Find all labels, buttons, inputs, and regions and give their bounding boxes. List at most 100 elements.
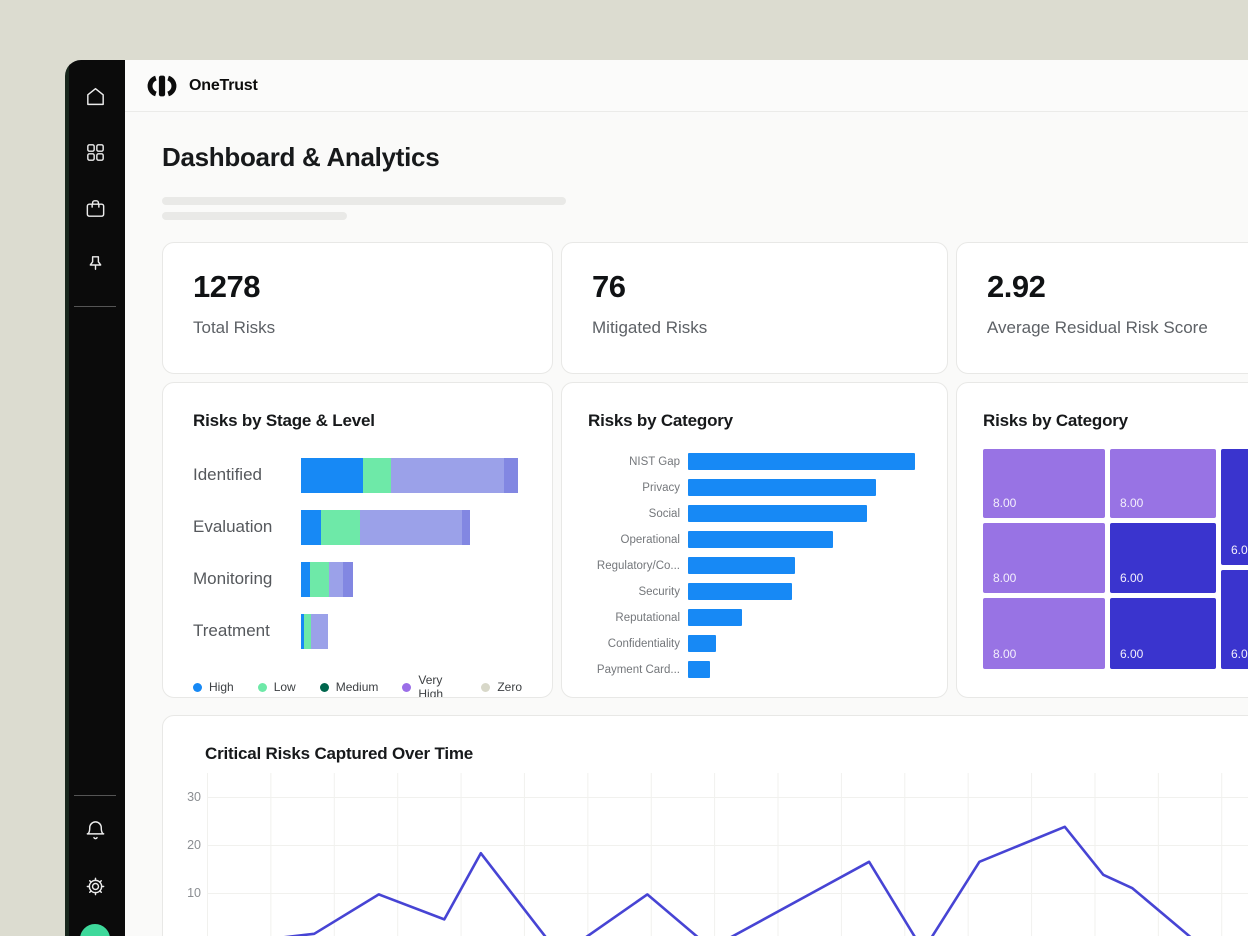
category-label: NIST Gap	[629, 455, 680, 468]
legend-dot	[193, 682, 202, 692]
category-bar-track	[688, 583, 915, 600]
main-area: OneTrust Dashboard & Analytics 1278 Tota…	[125, 60, 1248, 936]
stacked-bar-chart: Identified Evaluation Monitoring Treatment	[193, 449, 522, 657]
category-bar-row: Payment Card...	[588, 661, 921, 678]
stats-row: 1278 Total Risks 76 Mitigated Risks 2.92…	[162, 242, 1248, 374]
treemap-tile[interactable]: 6.00	[1221, 449, 1248, 565]
category-bar-track	[688, 609, 915, 626]
home-icon[interactable]	[75, 76, 115, 116]
chart-legend: High Low Medium Very High Zero	[193, 673, 522, 697]
category-bar[interactable]	[688, 505, 868, 522]
bar-segment-medium[interactable]	[391, 457, 504, 493]
legend-label: Low	[273, 680, 296, 694]
onetrust-logo-icon	[147, 75, 177, 96]
apps-grid-icon[interactable]	[75, 132, 115, 172]
stacked-bar-row: Evaluation	[193, 501, 522, 553]
treemap-tile-value: 8.00	[993, 647, 1017, 661]
category-bar[interactable]	[688, 453, 915, 470]
bar-segment-low[interactable]	[309, 561, 330, 597]
top-header: OneTrust	[125, 60, 1248, 112]
category-bar[interactable]	[688, 531, 834, 548]
bar-segment-low[interactable]	[304, 613, 311, 649]
treemap-tile[interactable]: 6.00	[1110, 598, 1216, 669]
settings-gear-icon[interactable]	[75, 866, 115, 906]
stacked-bar	[301, 561, 518, 597]
bar-segment-very-high[interactable]	[461, 509, 471, 545]
notifications-bell-icon[interactable]	[75, 810, 115, 850]
category-label: Social	[648, 507, 680, 520]
category-bar[interactable]	[688, 557, 795, 574]
category-bar-track	[688, 661, 915, 678]
charts-row: Risks by Stage & Level Identified Evaluat…	[162, 382, 1248, 698]
category-bar[interactable]	[688, 479, 877, 496]
category-bar-track	[688, 531, 915, 548]
legend-item: High	[193, 673, 234, 697]
bar-segment-high[interactable]	[301, 457, 363, 493]
category-label: Operational	[620, 533, 680, 546]
treemap-tile[interactable]: 8.00	[983, 449, 1105, 518]
legend-item: Low	[257, 673, 296, 697]
category-bar[interactable]	[688, 661, 710, 678]
chart-title: Risks by Category	[983, 411, 1128, 430]
brand[interactable]: OneTrust	[145, 75, 258, 97]
legend-label: Medium	[335, 680, 379, 694]
legend-dot	[319, 682, 329, 692]
category-bar-row: Social	[588, 505, 921, 522]
bar-segment-medium[interactable]	[310, 613, 329, 649]
line-series[interactable]	[252, 825, 1198, 936]
stage-label: Monitoring	[193, 569, 273, 588]
stage-label: Evaluation	[193, 517, 273, 536]
bar-segment-medium[interactable]	[329, 561, 344, 597]
category-bar-row: Reputational	[588, 609, 921, 626]
stacked-bar-row: Monitoring	[193, 553, 522, 605]
stat-card-total-risks: 1278 Total Risks	[162, 242, 553, 374]
legend-item: Very High	[402, 673, 457, 697]
user-avatar[interactable]	[78, 922, 112, 936]
brand-name: OneTrust	[189, 76, 258, 94]
chart-title: Critical Risks Captured Over Time	[205, 744, 474, 763]
treemap-tile[interactable]: 6.00	[1221, 570, 1248, 669]
briefcase-icon[interactable]	[75, 188, 115, 228]
stacked-bar	[301, 457, 518, 493]
skeleton-bar	[162, 212, 347, 220]
treemap-tile[interactable]: 8.00	[983, 523, 1105, 593]
pin-icon[interactable]	[75, 244, 115, 284]
bar-segment-high[interactable]	[301, 613, 305, 649]
bar-segment-medium[interactable]	[359, 509, 462, 545]
category-bar[interactable]	[688, 609, 743, 626]
category-bar-row: Security	[588, 583, 921, 600]
bar-segment-very-high[interactable]	[343, 561, 354, 597]
y-axis-tick: 0	[194, 934, 201, 936]
bar-segment-low[interactable]	[320, 509, 360, 545]
chart-title: Risks by Category	[588, 411, 733, 430]
category-bar-track	[688, 557, 915, 574]
app-window: OneTrust Dashboard & Analytics 1278 Tota…	[65, 60, 1248, 936]
category-label: Reputational	[615, 611, 680, 624]
treemap-tile-value: 6.00	[1120, 571, 1144, 585]
bar-segment-high[interactable]	[301, 509, 321, 545]
category-bar-track	[688, 453, 915, 470]
bar-segment-low[interactable]	[362, 457, 392, 493]
y-axis-tick: 20	[187, 838, 201, 852]
stat-card-average-residual-risk: 2.92 Average Residual Risk Score	[956, 242, 1248, 374]
treemap-tile[interactable]: 6.00	[1110, 523, 1216, 593]
chart-title: Risks by Stage & Level	[193, 411, 375, 430]
category-bar[interactable]	[688, 635, 717, 652]
line-plot-area	[207, 773, 1248, 936]
category-label: Privacy	[642, 481, 680, 494]
treemap-tile-value: 8.00	[1120, 496, 1144, 510]
treemap-tile[interactable]: 8.00	[1110, 449, 1216, 518]
stacked-bar-row: Treatment	[193, 605, 522, 657]
y-axis-tick: 30	[187, 790, 201, 804]
category-label: Confidentiality	[607, 637, 680, 650]
y-axis: 30 20 10 0	[177, 773, 207, 936]
bar-segment-high[interactable]	[301, 561, 310, 597]
category-bar-row: Operational	[588, 531, 921, 548]
treemap-chart: 8.00 8.00 8.00 8.00 6.00 6.00 6.00 6.00	[983, 449, 1248, 669]
stacked-bar	[301, 509, 518, 545]
treemap-tile-value: 6.00	[1231, 543, 1248, 557]
category-bar[interactable]	[688, 583, 793, 600]
treemap-tile[interactable]: 8.00	[983, 598, 1105, 669]
bar-segment-very-high[interactable]	[503, 457, 518, 493]
stacked-bar-row: Identified	[193, 449, 522, 501]
